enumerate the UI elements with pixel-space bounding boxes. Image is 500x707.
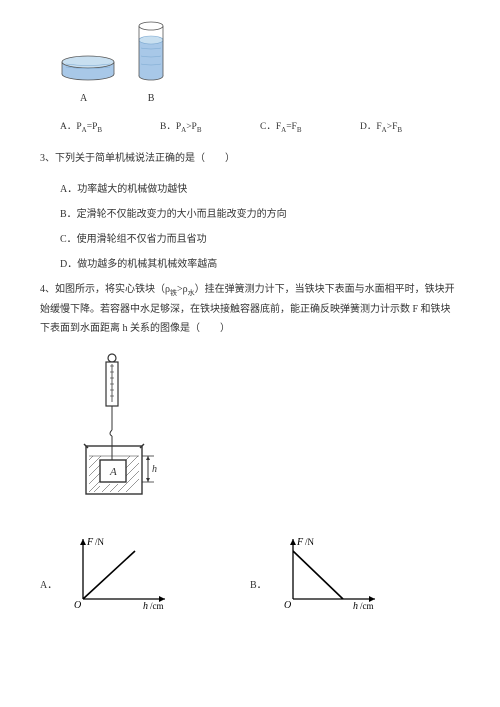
q4-opt-a: A． F /N h /cm O [40, 533, 250, 613]
q2-options: A．PA=PB B．PA>PB C．FA=FB D．FA>FB [60, 118, 460, 134]
q2-opt-d: D．FA>FB [360, 118, 460, 134]
q2-opt-b: B．PA>PB [160, 118, 260, 134]
opt-a-label: A． [40, 576, 57, 591]
graph-b-svg: F /N h /cm O [275, 533, 385, 613]
graph-a-svg: F /N h /cm O [65, 533, 175, 613]
svg-text:F: F [296, 537, 304, 548]
q3-stem: 3、下列关于简单机械说法正确的是（ ） [40, 150, 460, 168]
container-a [60, 52, 116, 85]
label-b: B [148, 93, 155, 104]
container-labels: A B [80, 93, 460, 104]
svg-text:/cm: /cm [150, 601, 164, 611]
q4-stem: 4、如图所示，将实心铁块（ρ铁>ρ水）挂在弹簧测力计下，当铁块下表面与水面相平时… [40, 280, 460, 338]
container-b [137, 20, 165, 85]
label-a: A [80, 93, 87, 104]
svg-text:h: h [143, 601, 148, 612]
svg-text:F: F [86, 537, 94, 548]
q2-opt-a: A．PA=PB [60, 118, 160, 134]
svg-text:/N: /N [305, 537, 315, 547]
q3-options: A．功率越大的机械做功越快 B．定滑轮不仅能改变力的大小而且能改变力的方向 C．… [60, 180, 460, 270]
spring-figure: A h [80, 352, 460, 505]
q2-opt-c: C．FA=FB [260, 118, 360, 134]
q3-opt-d: D．做功越多的机械其机械效率越高 [60, 255, 460, 270]
q3-opt-c: C．使用滑轮组不仅省力而且省功 [60, 230, 460, 245]
q3-opt-a: A．功率越大的机械做功越快 [60, 180, 460, 195]
block-label: A [109, 466, 117, 478]
svg-text:O: O [74, 600, 81, 611]
svg-text:h: h [152, 464, 157, 475]
q4-opt-b: B． F /N h /cm O [250, 533, 460, 613]
svg-text:h: h [353, 601, 358, 612]
svg-text:/cm: /cm [360, 601, 374, 611]
q4-graphs: A． F /N h /cm O B． F /N h /cm [40, 533, 460, 613]
svg-text:O: O [284, 600, 291, 611]
svg-text:/N: /N [95, 537, 105, 547]
opt-b-label: B． [250, 576, 267, 591]
figure-containers [60, 20, 460, 85]
q3-opt-b: B．定滑轮不仅能改变力的大小而且能改变力的方向 [60, 205, 460, 220]
